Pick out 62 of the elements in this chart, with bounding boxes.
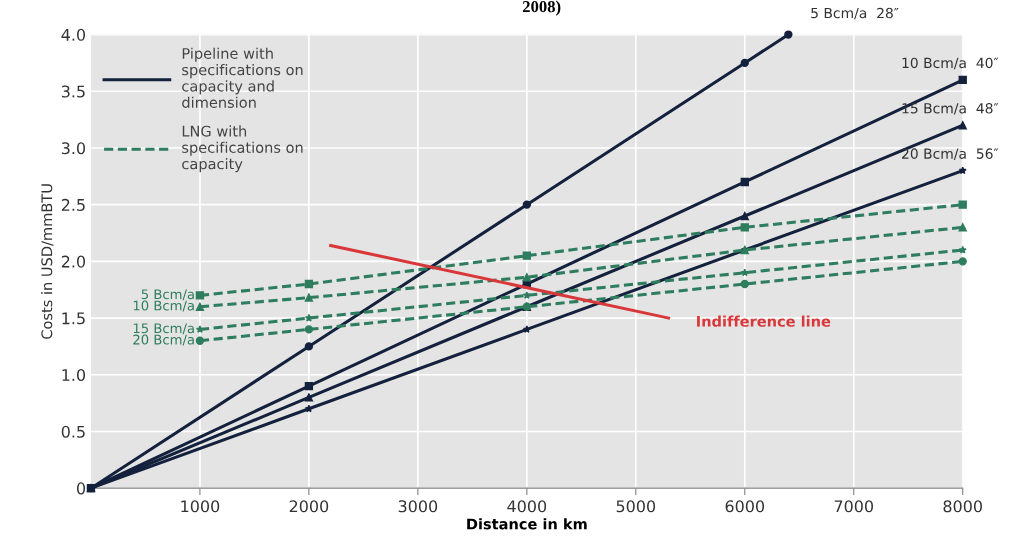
series-label: 15 Bcm/a 48″	[902, 103, 999, 115]
point	[522, 291, 531, 299]
point	[195, 302, 205, 311]
x-tick-label: 7000	[834, 500, 874, 513]
point	[958, 75, 967, 85]
y-tick-label: 3.0	[61, 142, 86, 155]
x-tick-label: 8000	[943, 500, 982, 513]
point	[740, 223, 749, 232]
series-label: 10 Bcm/a 40″	[902, 57, 999, 70]
series-label: 15 Bcm/a	[133, 323, 194, 335]
point	[958, 245, 967, 254]
y-tick-label: 1.5	[62, 312, 85, 325]
y-tick-label: 0	[76, 482, 86, 495]
point	[740, 279, 749, 289]
point	[304, 342, 314, 351]
y-tick-label: 3.5	[61, 85, 85, 98]
x-tick-label: 2000	[289, 500, 329, 513]
point	[784, 30, 793, 39]
x-axis-title: Distance in km	[467, 518, 587, 530]
point	[304, 325, 314, 334]
point	[522, 200, 532, 209]
point	[195, 325, 204, 333]
point	[740, 177, 749, 187]
point	[304, 293, 314, 302]
x-tick-label: 5000	[616, 500, 656, 513]
y-axis-title: Costs in USD/mmBTU	[41, 184, 54, 339]
point	[958, 200, 967, 209]
y-tick-label: 1.0	[62, 368, 86, 382]
point	[522, 273, 532, 282]
series-label: 20 Bcm/a	[133, 334, 194, 346]
point	[304, 393, 314, 402]
point	[522, 325, 531, 333]
y-tick-label: 2.0	[61, 255, 86, 268]
series-label: 20 Bcm/a 56″	[902, 148, 999, 160]
point	[958, 223, 967, 232]
x-tick-label: 3000	[398, 500, 438, 513]
point	[740, 58, 749, 68]
point	[740, 211, 749, 221]
point	[958, 257, 967, 266]
x-tick-label: 4000	[507, 500, 547, 513]
point	[522, 251, 532, 260]
x-tick-label: 6000	[725, 500, 765, 513]
y-tick-label: 4.0	[61, 28, 86, 41]
x-tick-label: 1000	[181, 500, 220, 513]
y-tick-label: 0.5	[61, 425, 85, 438]
point	[304, 404, 313, 413]
series-label: Indifference line	[697, 315, 831, 327]
point	[740, 268, 749, 277]
point	[304, 381, 314, 391]
series-label: 10 Bcm/a	[133, 300, 194, 312]
point	[195, 291, 205, 300]
series-label: 5 Bcm/a	[141, 289, 194, 301]
annotation: Pipeline with specifications on capacity and dimension	[182, 47, 303, 108]
annotation: LNG with specifications on capacity	[182, 125, 303, 173]
chart-title: 2008)	[522, 0, 561, 16]
point	[958, 166, 967, 175]
point	[958, 121, 967, 130]
series-label: 5 Bcm/a 28″	[811, 7, 899, 20]
point	[304, 313, 313, 322]
point	[195, 336, 205, 345]
point	[304, 279, 314, 289]
y-tick-label: 2.5	[61, 198, 85, 211]
